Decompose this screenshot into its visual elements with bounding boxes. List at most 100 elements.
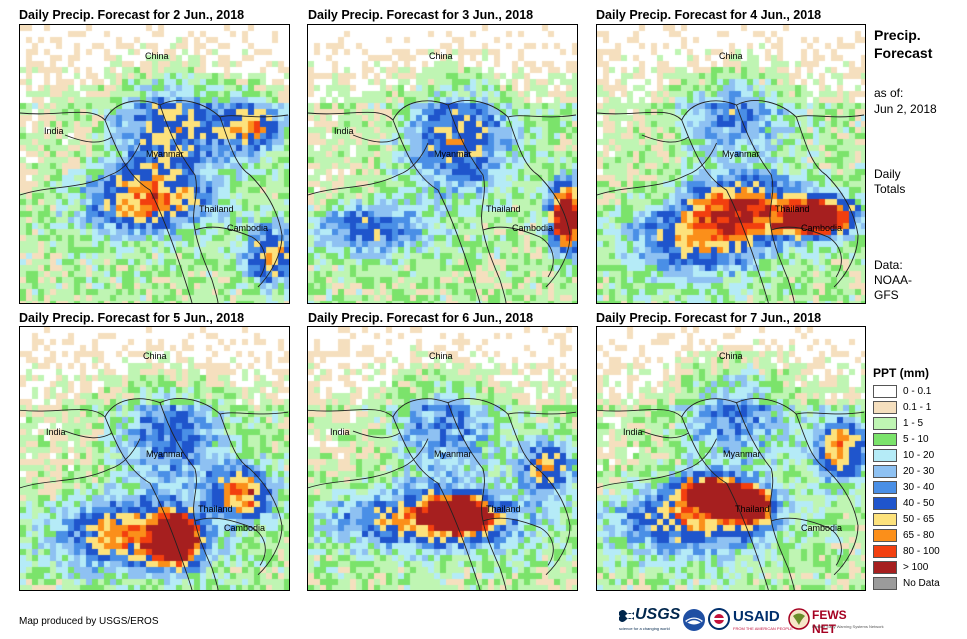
precip-field xyxy=(308,25,577,303)
legend-swatch xyxy=(873,449,897,462)
map-panel-6: China India Myanmar Thailand Cambodia xyxy=(596,326,866,591)
legend-label: 80 - 100 xyxy=(903,546,940,557)
border-line xyxy=(392,416,481,590)
border-line xyxy=(681,416,769,590)
precip-field xyxy=(597,327,865,590)
legend-label: 0.1 - 1 xyxy=(903,402,932,413)
border-line xyxy=(308,100,577,121)
border-line xyxy=(641,134,689,143)
legend-label: 1 - 5 xyxy=(903,418,924,429)
precip-field xyxy=(597,25,865,303)
legend-swatch xyxy=(873,465,897,478)
border-line xyxy=(352,430,401,439)
fews-net-logo: FEWS NET Famine Early Warning Systems Ne… xyxy=(788,606,884,636)
map-panel-1: China India Myanmar Thailand Cambodia xyxy=(19,24,290,304)
legend-swatch xyxy=(873,385,897,398)
noaa-seal-icon xyxy=(683,609,705,631)
legend-swatch xyxy=(873,433,897,446)
fews-tagline: Famine Early Warning Systems Network xyxy=(812,624,884,629)
label-china: China xyxy=(145,51,169,61)
border-line xyxy=(641,430,689,439)
usaid-tagline: FROM THE AMERICAN PEOPLE xyxy=(733,626,793,631)
border-line xyxy=(64,430,113,439)
label-thailand: Thailand xyxy=(775,204,810,214)
border-line xyxy=(771,517,842,566)
fews-wordmark: FEWS NET xyxy=(812,608,847,636)
border-line xyxy=(20,142,141,196)
panel-title-1: Daily Precip. Forecast for 2 Jun., 2018 xyxy=(19,8,245,22)
country-borders xyxy=(597,398,865,590)
legend-swatch xyxy=(873,401,897,414)
totals-line-1: Daily xyxy=(874,167,901,181)
legend-label: 65 - 80 xyxy=(903,530,935,541)
label-china: China xyxy=(429,51,453,61)
label-myanmar: Myanmar xyxy=(146,149,184,159)
country-borders xyxy=(308,398,577,590)
legend-swatch xyxy=(873,561,897,574)
noaa-logo xyxy=(682,606,706,634)
label-cambodia: Cambodia xyxy=(512,223,554,233)
usgs-logo: USGS science for a changing world xyxy=(619,606,681,634)
usaid-logo: USAID FROM THE AMERICAN PEOPLE xyxy=(708,606,793,634)
border-line xyxy=(308,438,429,489)
map-panel-2: China India Myanmar Thailand Cambodia xyxy=(307,24,578,304)
border-line xyxy=(20,398,289,418)
label-thailand: Thailand xyxy=(486,504,521,514)
border-line xyxy=(681,119,769,303)
country-borders xyxy=(20,100,289,303)
border-line xyxy=(20,438,141,489)
label-myanmar: Myanmar xyxy=(723,449,761,459)
legend-swatch xyxy=(873,481,897,494)
data-source-1: Data: xyxy=(874,258,903,272)
map-panel-5: China India Myanmar Thailand xyxy=(307,326,578,591)
usaid-wordmark: USAID xyxy=(733,608,780,625)
border-line xyxy=(219,413,283,576)
label-thailand: Thailand xyxy=(486,204,521,214)
border-line xyxy=(507,116,571,288)
sidebar-heading-1: Precip. xyxy=(874,27,921,43)
asof-label: as of: xyxy=(874,86,904,100)
legend-swatch xyxy=(873,513,897,526)
border-line xyxy=(308,398,577,418)
border-line xyxy=(597,142,717,196)
border-line xyxy=(159,402,219,590)
legend-label: 30 - 40 xyxy=(903,482,935,493)
border-line xyxy=(771,226,842,278)
border-line xyxy=(219,116,283,288)
sidebar-heading-2: Forecast xyxy=(874,45,933,61)
border-line xyxy=(597,438,717,489)
border-line xyxy=(597,100,865,121)
label-myanmar: Myanmar xyxy=(434,449,472,459)
border-line xyxy=(482,226,554,278)
legend-label: No Data xyxy=(903,578,940,589)
asof-date: Jun 2, 2018 xyxy=(874,102,937,116)
label-cambodia: Cambodia xyxy=(227,223,269,233)
border-line xyxy=(352,134,401,143)
legend-label: 5 - 10 xyxy=(903,434,929,445)
label-india: India xyxy=(623,427,643,437)
usaid-seal-icon xyxy=(708,608,730,630)
data-source-2: NOAA- xyxy=(874,273,913,287)
fews-globe-icon xyxy=(788,608,810,630)
border-line xyxy=(795,413,859,576)
legend-swatch xyxy=(873,529,897,542)
border-line xyxy=(392,119,481,303)
border-line xyxy=(194,226,266,278)
legend-swatch xyxy=(873,545,897,558)
border-line xyxy=(20,100,289,121)
legend-swatch xyxy=(873,417,897,430)
map-credit: Map produced by USGS/EROS xyxy=(19,616,159,627)
label-india: India xyxy=(44,126,64,136)
border-line xyxy=(482,517,554,566)
label-cambodia: Cambodia xyxy=(224,523,266,533)
panel-title-5: Daily Precip. Forecast for 6 Jun., 2018 xyxy=(308,311,534,325)
label-cambodia: Cambodia xyxy=(801,223,843,233)
label-india: India xyxy=(334,126,354,136)
country-borders xyxy=(308,100,577,303)
border-line xyxy=(64,134,113,143)
label-thailand: Thailand xyxy=(198,504,233,514)
panel-title-3: Daily Precip. Forecast for 4 Jun., 2018 xyxy=(596,8,822,22)
label-china: China xyxy=(429,351,453,361)
panel-title-2: Daily Precip. Forecast for 3 Jun., 2018 xyxy=(308,8,534,22)
usgs-wave-icon xyxy=(619,610,634,622)
